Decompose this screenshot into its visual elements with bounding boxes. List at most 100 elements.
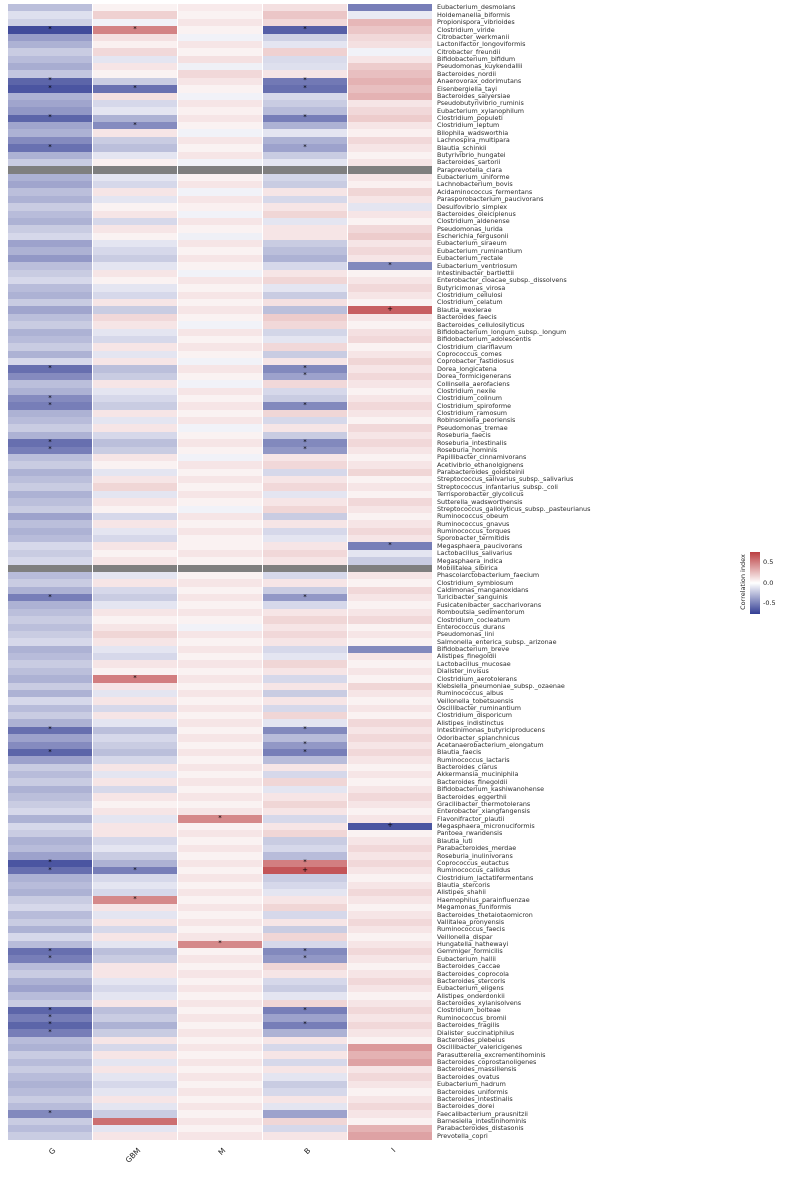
heatmap-cell [178,999,262,1007]
heatmap-cell [8,358,92,366]
row-label: Clostridium_colinum [437,394,502,403]
heatmap-cell [348,210,432,218]
row-label: Bacteroides_plebeius [437,1035,505,1044]
heatmap-cell [93,107,177,115]
heatmap-cell [178,667,262,676]
heatmap-cell [8,682,92,690]
heatmap-row: Ruminococcus_faecis [8,925,590,934]
heatmap-cell [348,129,432,137]
heatmap-cell [348,889,432,897]
heatmap-cell [263,608,347,617]
heatmap-cell [8,925,92,934]
heatmap-cell [178,476,262,484]
heatmap-cell [93,254,177,263]
heatmap-cell [348,667,432,676]
heatmap-cell: * [263,365,347,373]
row-label: Salmonella_enterica_subsp._arizonae [437,637,557,646]
heatmap-cell [178,417,262,425]
heatmap-cell [348,203,432,211]
row-label: Odoribacter_splanchnicus [437,733,520,742]
significance-marker: * [303,954,307,963]
heatmap-row: Streptococcus_infantarius_subsp._coli [8,483,590,491]
heatmap-row: Bacteroides_coprostanoligenes [8,1058,590,1066]
heatmap-cell: * [178,940,262,948]
heatmap-cell: * [263,947,347,956]
heatmap-cell [178,269,262,277]
heatmap-cell [93,387,177,395]
heatmap-row: Bifidobacterium_adolescentis [8,335,590,344]
heatmap-row: Bacteroides_stercoris [8,977,590,985]
heatmap-cell [93,306,177,314]
heatmap-cell [93,225,177,233]
heatmap-cell [8,903,92,912]
heatmap-row: Eubacterium_ruminantium [8,247,590,255]
heatmap-row: * * * Clostridium_viride [8,25,590,34]
heatmap-cell [93,1110,177,1118]
heatmap-cell [348,793,432,801]
row-label: Alistipes_indistinctus [437,718,504,727]
heatmap-cell [348,771,432,779]
row-label: Bacteroides_coprocola [437,969,509,978]
heatmap-cell [8,431,92,440]
heatmap-cell [8,321,92,329]
heatmap-cell [8,424,92,432]
heatmap-cell [178,933,262,941]
heatmap-cell [8,240,92,248]
heatmap-cell [93,645,177,653]
heatmap-cell [348,1029,432,1037]
significance-marker: + [302,865,308,874]
heatmap-cell [348,402,432,410]
heatmap-row: * Eubacterium_ventriosum [8,261,590,270]
row-label: Pseudobutyrivibrio_ruminis [437,99,524,108]
heatmap-cell [263,874,347,882]
heatmap-cell [178,358,262,366]
heatmap-cell [178,675,262,683]
heatmap-cell [93,299,177,307]
heatmap-cell [348,387,432,395]
row-label: Clostridium_aerotolerans [437,674,517,683]
heatmap-row: Bacteroides_clarus [8,763,590,771]
heatmap-cell [348,984,432,993]
x-axis-label: G [46,1146,57,1157]
heatmap-row: * * Roseburia_hominis [8,446,590,454]
heatmap-cell [178,830,262,838]
heatmap-row: * Ruminococcus_bromii [8,1014,590,1022]
heatmap-cell [348,512,432,521]
row-label: Clostridium_celatum [437,298,503,307]
heatmap-cell [178,653,262,661]
heatmap-cell [178,4,262,12]
row-label: Hungatella_hathewayi [437,940,509,949]
row-label: Bifidobacterium_adolescentis [437,335,531,344]
row-label: Caldimonas_manganoxidans [437,586,529,595]
heatmap-cell [8,490,92,499]
heatmap-cell [93,394,177,403]
heatmap-cell [348,18,432,27]
heatmap-row: * Clostridium_colinum [8,394,590,403]
heatmap-cell [93,557,177,565]
heatmap-cell [348,439,432,447]
heatmap-cell [263,1051,347,1059]
row-label: Eubacterium_ventriosum [437,261,518,270]
heatmap-cell [348,1073,432,1081]
heatmap-cell: * [263,25,347,34]
row-label: Propionispora_vibrioides [437,18,515,27]
heatmap-cell [348,291,432,299]
heatmap-row: Roseburia_inulinivorans [8,852,590,860]
row-label: Eubacterium_uniforme [437,173,510,182]
heatmap-cell [348,866,432,875]
heatmap-row: Ruminococcus_gnavus [8,520,590,528]
heatmap-cell [263,542,347,550]
heatmap-row: Parasutterella_excrementihominis [8,1051,590,1059]
heatmap-cell [263,380,347,388]
heatmap-cell [93,269,177,277]
heatmap-cell [178,630,262,639]
row-label: Clostridium_bolteae [437,1006,501,1015]
heatmap-cell: * [263,143,347,152]
heatmap-cell [8,217,92,226]
row-label: Clostridium_spiroforme [437,401,512,410]
row-label: Clostridium_nexile [437,386,496,395]
heatmap-cell [93,217,177,226]
heatmap-cell [348,520,432,528]
heatmap-cell [8,645,92,653]
heatmap-cell [263,704,347,712]
